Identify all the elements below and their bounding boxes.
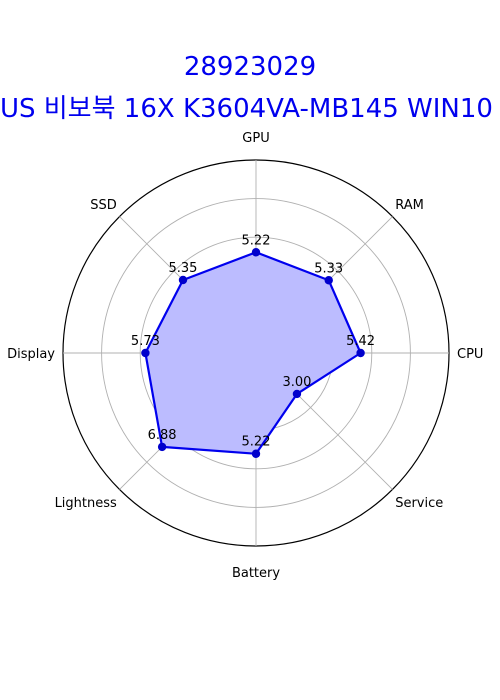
axis-label-lightness: Lightness [55,496,117,511]
data-point-ram [324,276,333,285]
data-point-gpu [251,248,261,257]
chart-subtitle: ASUS 비보북 16X K3604VA-MB145 WIN10 16 [0,94,500,124]
data-point-lightness [157,442,167,452]
data-point-battery [251,449,261,458]
axis-label-display: Display [7,347,55,362]
chart-title: 28923029 [183,52,317,82]
data-point-service [292,389,302,399]
value-label-display: 5.73 [131,334,160,349]
axis-label-ram: RAM [395,198,424,213]
value-label-gpu: 5.22 [242,233,271,248]
axis-label-gpu: GPU [242,131,269,146]
value-label-cpu: 5.42 [346,334,375,349]
axis-label-service: Service [395,496,443,511]
data-point-display [141,348,150,358]
value-label-service: 3.00 [282,375,311,390]
axis-label-battery: Battery [232,566,280,581]
data-point-cpu [356,348,365,358]
value-label-battery: 5.22 [242,435,271,450]
axis-label-ssd: SSD [90,198,117,213]
value-label-ssd: 5.35 [169,261,198,276]
axis-label-cpu: CPU [457,347,483,362]
value-label-ram: 5.33 [314,261,343,276]
value-label-lightness: 6.88 [148,428,177,443]
data-point-ssd [178,275,188,285]
